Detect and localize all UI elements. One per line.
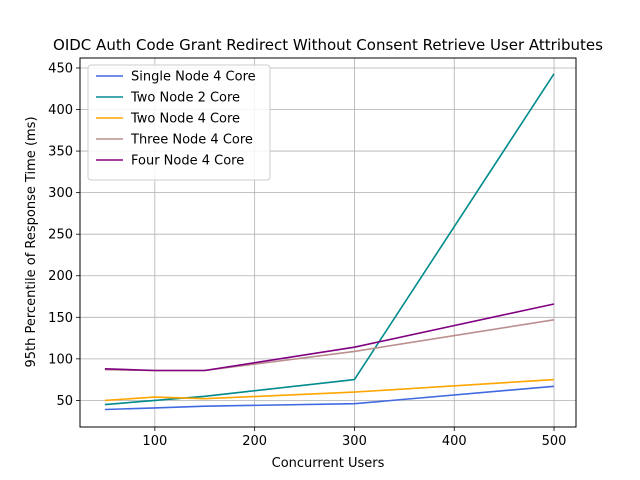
- y-tick-label: 300: [48, 186, 73, 201]
- legend-label: Three Node 4 Core: [130, 133, 253, 148]
- y-tick-label: 200: [48, 269, 73, 284]
- legend-label: Two Node 2 Core: [130, 91, 240, 106]
- series-lines: [104, 73, 555, 411]
- y-tick-label: 50: [56, 394, 73, 409]
- legend-box: [87, 64, 271, 181]
- y-tick-label: 400: [48, 103, 73, 118]
- y-tick-label: 350: [48, 145, 73, 160]
- legend: Single Node 4 Core Two Node 2 Core Two Nod…: [87, 64, 271, 181]
- chart-title: OIDC Auth Code Grant Redirect Without Co…: [53, 36, 603, 54]
- plot-frame: [79, 57, 577, 428]
- y-tick-label: 150: [48, 311, 73, 326]
- x-tick-label: 400: [442, 434, 467, 449]
- y-axis-label: 95th Percentile of Response Time (ms): [24, 116, 39, 367]
- x-tick-label: 500: [542, 434, 567, 449]
- series-line-two-node-4-core: [104, 378, 555, 402]
- y-tick-label: 450: [48, 61, 73, 76]
- y-tick-label: 250: [48, 228, 73, 243]
- series-line-three-node-4-core: [104, 319, 555, 372]
- x-tick-label: 200: [242, 434, 267, 449]
- legend-label: Four Node 4 Core: [131, 154, 244, 169]
- y-axis: 50 100 150 200 250 300 350 400 450: [48, 61, 80, 409]
- series-line-single-node-4-core: [104, 385, 555, 411]
- x-axis: 100 200 300 400 500: [142, 427, 566, 449]
- x-tick-label: 100: [142, 434, 167, 449]
- y-tick-label: 100: [48, 352, 73, 367]
- x-axis-label: Concurrent Users: [272, 456, 385, 471]
- series-line-four-node-4-core: [104, 303, 555, 372]
- legend-label: Two Node 4 Core: [130, 112, 240, 127]
- legend-label: Single Node 4 Core: [131, 70, 256, 85]
- series-line-two-node-2-core: [104, 73, 555, 406]
- x-tick-label: 300: [342, 434, 367, 449]
